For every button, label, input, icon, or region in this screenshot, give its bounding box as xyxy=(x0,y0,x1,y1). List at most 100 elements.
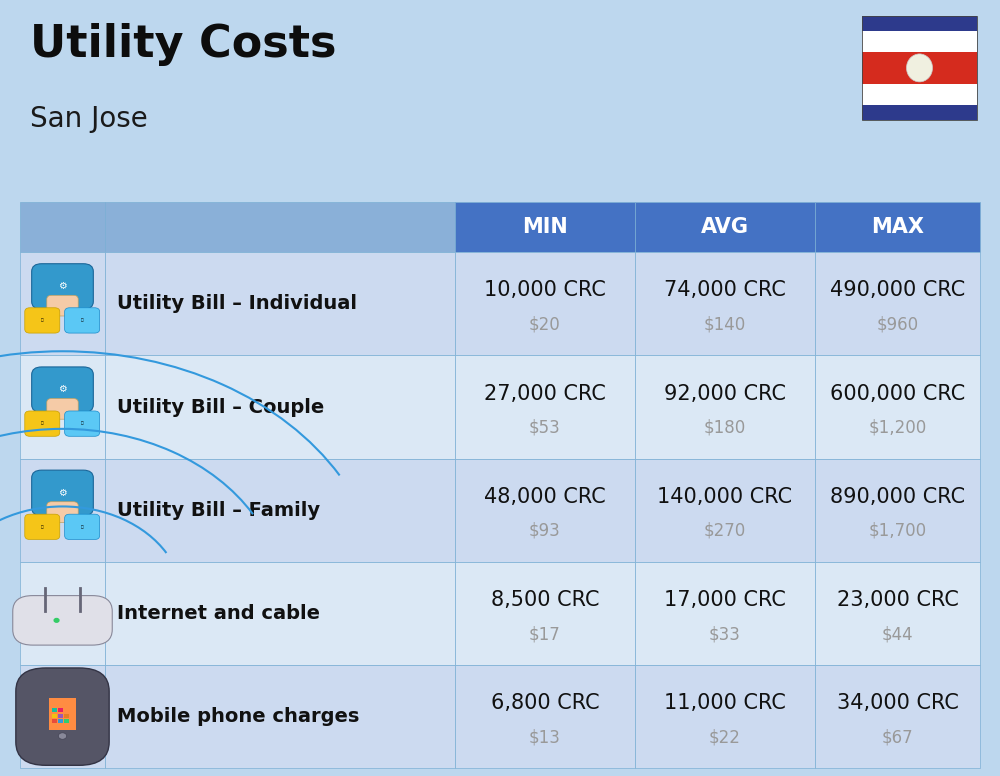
Bar xyxy=(64,714,69,718)
Bar xyxy=(20,355,105,459)
Bar xyxy=(815,202,980,252)
Bar xyxy=(58,708,63,712)
Text: 🔌: 🔌 xyxy=(41,525,44,528)
Text: $22: $22 xyxy=(709,729,741,747)
Text: $180: $180 xyxy=(704,419,746,437)
Text: Utility Bill – Couple: Utility Bill – Couple xyxy=(117,397,324,417)
Bar xyxy=(455,252,635,355)
FancyBboxPatch shape xyxy=(65,514,100,539)
Circle shape xyxy=(54,618,59,622)
Bar xyxy=(635,562,815,665)
Text: 6,800 CRC: 6,800 CRC xyxy=(491,693,599,713)
Bar xyxy=(20,459,105,562)
Text: Utility Bill – Individual: Utility Bill – Individual xyxy=(117,294,357,314)
Bar xyxy=(815,252,980,355)
Text: San Jose: San Jose xyxy=(30,105,148,133)
Text: 🚿: 🚿 xyxy=(81,525,83,528)
Text: 🔌: 🔌 xyxy=(41,318,44,322)
Text: Mobile phone charges: Mobile phone charges xyxy=(117,707,359,726)
Bar xyxy=(815,355,980,459)
Text: AVG: AVG xyxy=(701,217,749,237)
Text: ⚙: ⚙ xyxy=(58,487,67,497)
Bar xyxy=(64,719,69,723)
Bar xyxy=(52,708,57,712)
FancyBboxPatch shape xyxy=(32,470,93,516)
Bar xyxy=(455,562,635,665)
Text: Utility Costs: Utility Costs xyxy=(30,23,336,66)
Text: MIN: MIN xyxy=(522,217,568,237)
Text: Utility Bill – Family: Utility Bill – Family xyxy=(117,501,320,520)
FancyBboxPatch shape xyxy=(47,502,78,522)
Bar xyxy=(635,252,815,355)
Text: 92,000 CRC: 92,000 CRC xyxy=(664,383,786,404)
Bar xyxy=(52,719,57,723)
Text: $93: $93 xyxy=(529,522,561,540)
Text: Internet and cable: Internet and cable xyxy=(117,604,320,623)
Text: 11,000 CRC: 11,000 CRC xyxy=(664,693,786,713)
Text: $44: $44 xyxy=(882,625,913,643)
Bar xyxy=(58,719,63,723)
FancyBboxPatch shape xyxy=(49,698,76,730)
Bar xyxy=(20,252,105,355)
Text: $33: $33 xyxy=(709,625,741,643)
Bar xyxy=(635,459,815,562)
Bar xyxy=(105,459,455,562)
Text: $270: $270 xyxy=(704,522,746,540)
Text: $13: $13 xyxy=(529,729,561,747)
FancyBboxPatch shape xyxy=(65,411,100,436)
Bar xyxy=(105,562,455,665)
Text: $20: $20 xyxy=(529,316,561,334)
Bar xyxy=(635,202,815,252)
Bar xyxy=(105,202,455,252)
Text: 600,000 CRC: 600,000 CRC xyxy=(830,383,965,404)
Bar xyxy=(862,31,977,52)
Bar xyxy=(105,355,455,459)
FancyBboxPatch shape xyxy=(32,367,93,413)
Text: $17: $17 xyxy=(529,625,561,643)
FancyBboxPatch shape xyxy=(25,514,60,539)
Text: 🚿: 🚿 xyxy=(81,421,83,425)
Text: 490,000 CRC: 490,000 CRC xyxy=(830,280,965,300)
Bar xyxy=(20,202,105,252)
Bar xyxy=(52,714,57,718)
Bar xyxy=(105,252,455,355)
Text: ⚙: ⚙ xyxy=(58,384,67,394)
Text: 34,000 CRC: 34,000 CRC xyxy=(837,693,958,713)
Text: 140,000 CRC: 140,000 CRC xyxy=(657,487,793,507)
Bar xyxy=(20,562,105,665)
Bar xyxy=(815,665,980,768)
Bar xyxy=(862,16,977,31)
Bar xyxy=(862,84,977,105)
Circle shape xyxy=(58,733,67,740)
Text: 74,000 CRC: 74,000 CRC xyxy=(664,280,786,300)
Bar xyxy=(455,202,635,252)
Text: 🚿: 🚿 xyxy=(81,318,83,322)
FancyBboxPatch shape xyxy=(32,264,93,310)
FancyBboxPatch shape xyxy=(47,399,78,419)
Bar xyxy=(862,105,977,120)
Text: 8,500 CRC: 8,500 CRC xyxy=(491,590,599,610)
Text: ⚙: ⚙ xyxy=(58,281,67,291)
Bar xyxy=(455,665,635,768)
Text: MAX: MAX xyxy=(871,217,924,237)
Text: 23,000 CRC: 23,000 CRC xyxy=(837,590,958,610)
Bar xyxy=(635,355,815,459)
Bar xyxy=(20,665,105,768)
Ellipse shape xyxy=(906,54,932,81)
Bar xyxy=(815,562,980,665)
Bar xyxy=(815,459,980,562)
Text: 27,000 CRC: 27,000 CRC xyxy=(484,383,606,404)
Bar xyxy=(862,16,977,120)
Bar xyxy=(455,355,635,459)
Text: $1,200: $1,200 xyxy=(868,419,927,437)
FancyBboxPatch shape xyxy=(13,596,112,645)
FancyBboxPatch shape xyxy=(25,411,60,436)
Text: 48,000 CRC: 48,000 CRC xyxy=(484,487,606,507)
Text: $1,700: $1,700 xyxy=(868,522,927,540)
Bar xyxy=(862,52,977,84)
Text: 890,000 CRC: 890,000 CRC xyxy=(830,487,965,507)
Text: 🔌: 🔌 xyxy=(41,421,44,425)
Bar xyxy=(105,665,455,768)
Bar xyxy=(635,665,815,768)
Bar xyxy=(58,714,63,718)
